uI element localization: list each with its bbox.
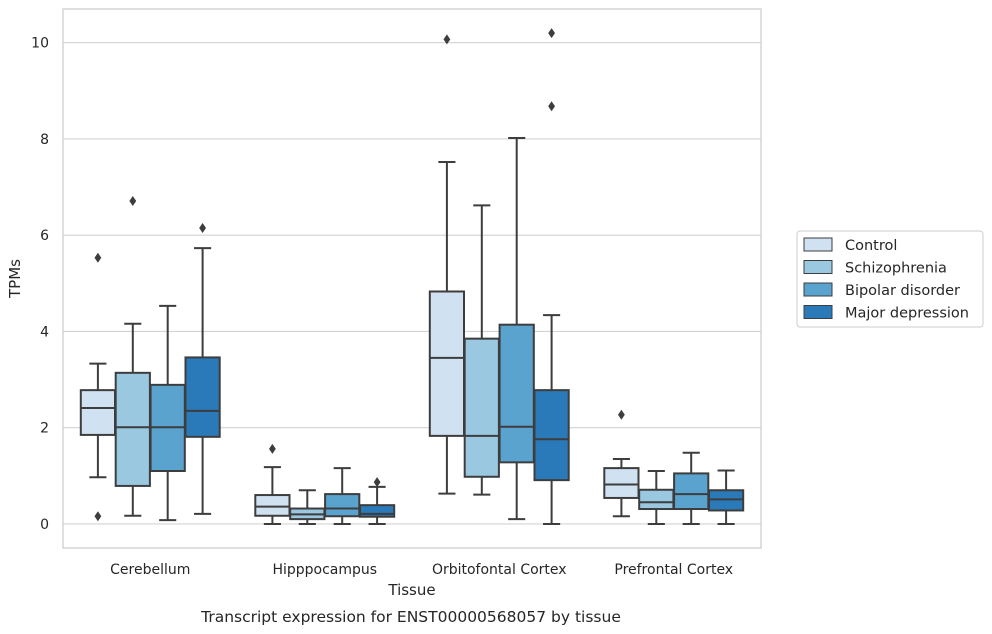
box-control bbox=[254, 443, 291, 525]
y-tick-label: 10 bbox=[31, 36, 49, 52]
chart-title: Transcript expression for ENST0000056805… bbox=[200, 608, 621, 626]
box-iqr bbox=[324, 493, 361, 518]
legend: Control Schizophrenia Bipolar disorder Majo… bbox=[796, 230, 984, 328]
box-iqr bbox=[673, 472, 710, 511]
legend-label: Bipolar disorder bbox=[845, 283, 960, 299]
legend-label: Schizophrenia bbox=[845, 261, 947, 277]
outlier-point bbox=[443, 34, 451, 45]
box-iqr bbox=[114, 371, 151, 487]
box-bipolar-disorder bbox=[673, 451, 710, 525]
box-control bbox=[603, 409, 640, 518]
box-schizophrenia bbox=[638, 470, 675, 525]
box-iqr bbox=[498, 323, 535, 464]
x-tick-label: Cerebellum bbox=[110, 562, 190, 578]
box-bipolar-disorder bbox=[498, 136, 535, 521]
legend-swatch bbox=[803, 305, 833, 319]
legend-label: Control bbox=[845, 238, 897, 254]
y-tick-label: 8 bbox=[40, 132, 49, 148]
box-iqr bbox=[184, 356, 221, 438]
legend-swatch bbox=[803, 282, 833, 297]
box-bipolar-disorder bbox=[149, 304, 186, 522]
x-axis-label: Tissue bbox=[387, 581, 435, 599]
legend-swatch bbox=[803, 237, 833, 252]
outlier-point bbox=[548, 101, 555, 112]
box-iqr bbox=[358, 504, 396, 518]
y-tick-label: 0 bbox=[40, 517, 49, 533]
outlier-point bbox=[373, 477, 381, 488]
box-iqr bbox=[79, 389, 117, 436]
y-axis-label: TPMs bbox=[6, 259, 24, 299]
box-iqr bbox=[533, 389, 570, 482]
legend-frame bbox=[796, 230, 984, 328]
box-iqr bbox=[463, 337, 500, 478]
x-tick-labels: Cerebellum Hipppocampus Orbitofontal Corte… bbox=[110, 562, 733, 578]
outlier-point bbox=[94, 511, 102, 522]
outlier-point bbox=[94, 252, 102, 263]
box-control bbox=[79, 252, 117, 522]
y-tick-label: 2 bbox=[40, 421, 49, 437]
box-schizophrenia bbox=[289, 489, 326, 525]
box-control bbox=[428, 34, 466, 495]
legend-swatch bbox=[803, 260, 833, 274]
y-tick-labels: 0 2 4 6 8 10 bbox=[31, 36, 49, 533]
outlier-point bbox=[129, 196, 137, 207]
x-tick-label: Orbitofontal Cortex bbox=[432, 562, 567, 578]
box-iqr bbox=[428, 290, 466, 437]
box-iqr bbox=[254, 494, 291, 517]
plot-frame bbox=[62, 8, 762, 549]
box-major-depression bbox=[358, 477, 396, 525]
box-groups bbox=[79, 28, 745, 525]
y-tick-label: 6 bbox=[40, 228, 49, 244]
outlier-point bbox=[269, 443, 276, 454]
box-schizophrenia bbox=[463, 204, 500, 496]
outlier-point bbox=[548, 28, 555, 39]
outlier-point bbox=[618, 409, 625, 420]
x-tick-label: Prefrontal Cortex bbox=[614, 562, 733, 578]
box-major-depression bbox=[184, 222, 221, 515]
y-tick-label: 4 bbox=[40, 324, 49, 340]
outlier-point bbox=[199, 222, 206, 233]
box-schizophrenia bbox=[114, 196, 151, 517]
box-bipolar-disorder bbox=[324, 467, 361, 525]
x-tick-label: Hipppocampus bbox=[272, 562, 377, 578]
box-major-depression bbox=[707, 469, 745, 525]
box-major-depression bbox=[533, 28, 570, 525]
box-iqr bbox=[638, 488, 675, 511]
legend-label: Major depression bbox=[845, 306, 969, 322]
box-iqr bbox=[603, 467, 640, 499]
